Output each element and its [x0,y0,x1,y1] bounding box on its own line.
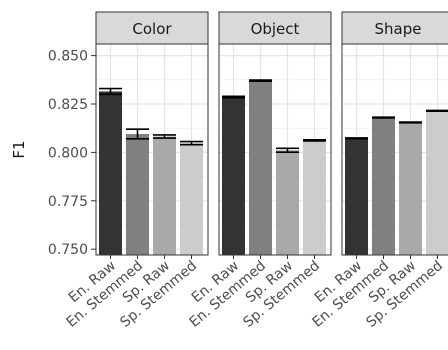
facet-title: Color [132,20,172,38]
facet-strip [341,11,448,45]
y-tick-label: 0.850 [48,49,88,65]
panel-border [341,43,448,256]
panel-border [218,43,332,256]
error-bar [153,134,176,139]
y-tick-label: 0.800 [48,145,88,161]
y-tick-label: 0.825 [48,97,88,113]
bar-color-3 [180,143,203,255]
error-bar [276,147,299,154]
error-bar [303,139,326,142]
bar-object-2 [276,150,299,255]
bar-object-3 [303,140,326,255]
y-tick-label: 0.775 [48,194,88,210]
y-axis: 0.750 0.775 0.800 0.825 0.850 [48,49,96,258]
bar-shape-0 [345,138,368,255]
y-axis-label: F1 [10,140,28,158]
error-bar [180,140,203,146]
facet-strip [218,11,332,45]
facet-title: Object [251,20,300,38]
error-bar [399,121,422,124]
bar-color-0 [99,91,122,255]
bar-shape-3 [426,110,448,256]
bar-shape-1 [372,117,395,255]
bar-object-1 [249,80,272,255]
facet-title: Shape [375,20,422,38]
bar-object-0 [222,97,245,255]
error-bar [126,128,149,140]
error-bar [345,137,368,140]
panel-border [95,43,209,256]
bar-color-1 [126,134,149,255]
error-bar [249,79,272,82]
error-bar [222,95,245,99]
bar-color-2 [153,136,176,255]
error-bar [372,116,395,119]
facet-strip [95,11,209,45]
error-bar [99,87,122,96]
y-tick-label: 0.750 [48,242,88,258]
error-bar [426,109,448,112]
bar-shape-2 [399,122,422,256]
